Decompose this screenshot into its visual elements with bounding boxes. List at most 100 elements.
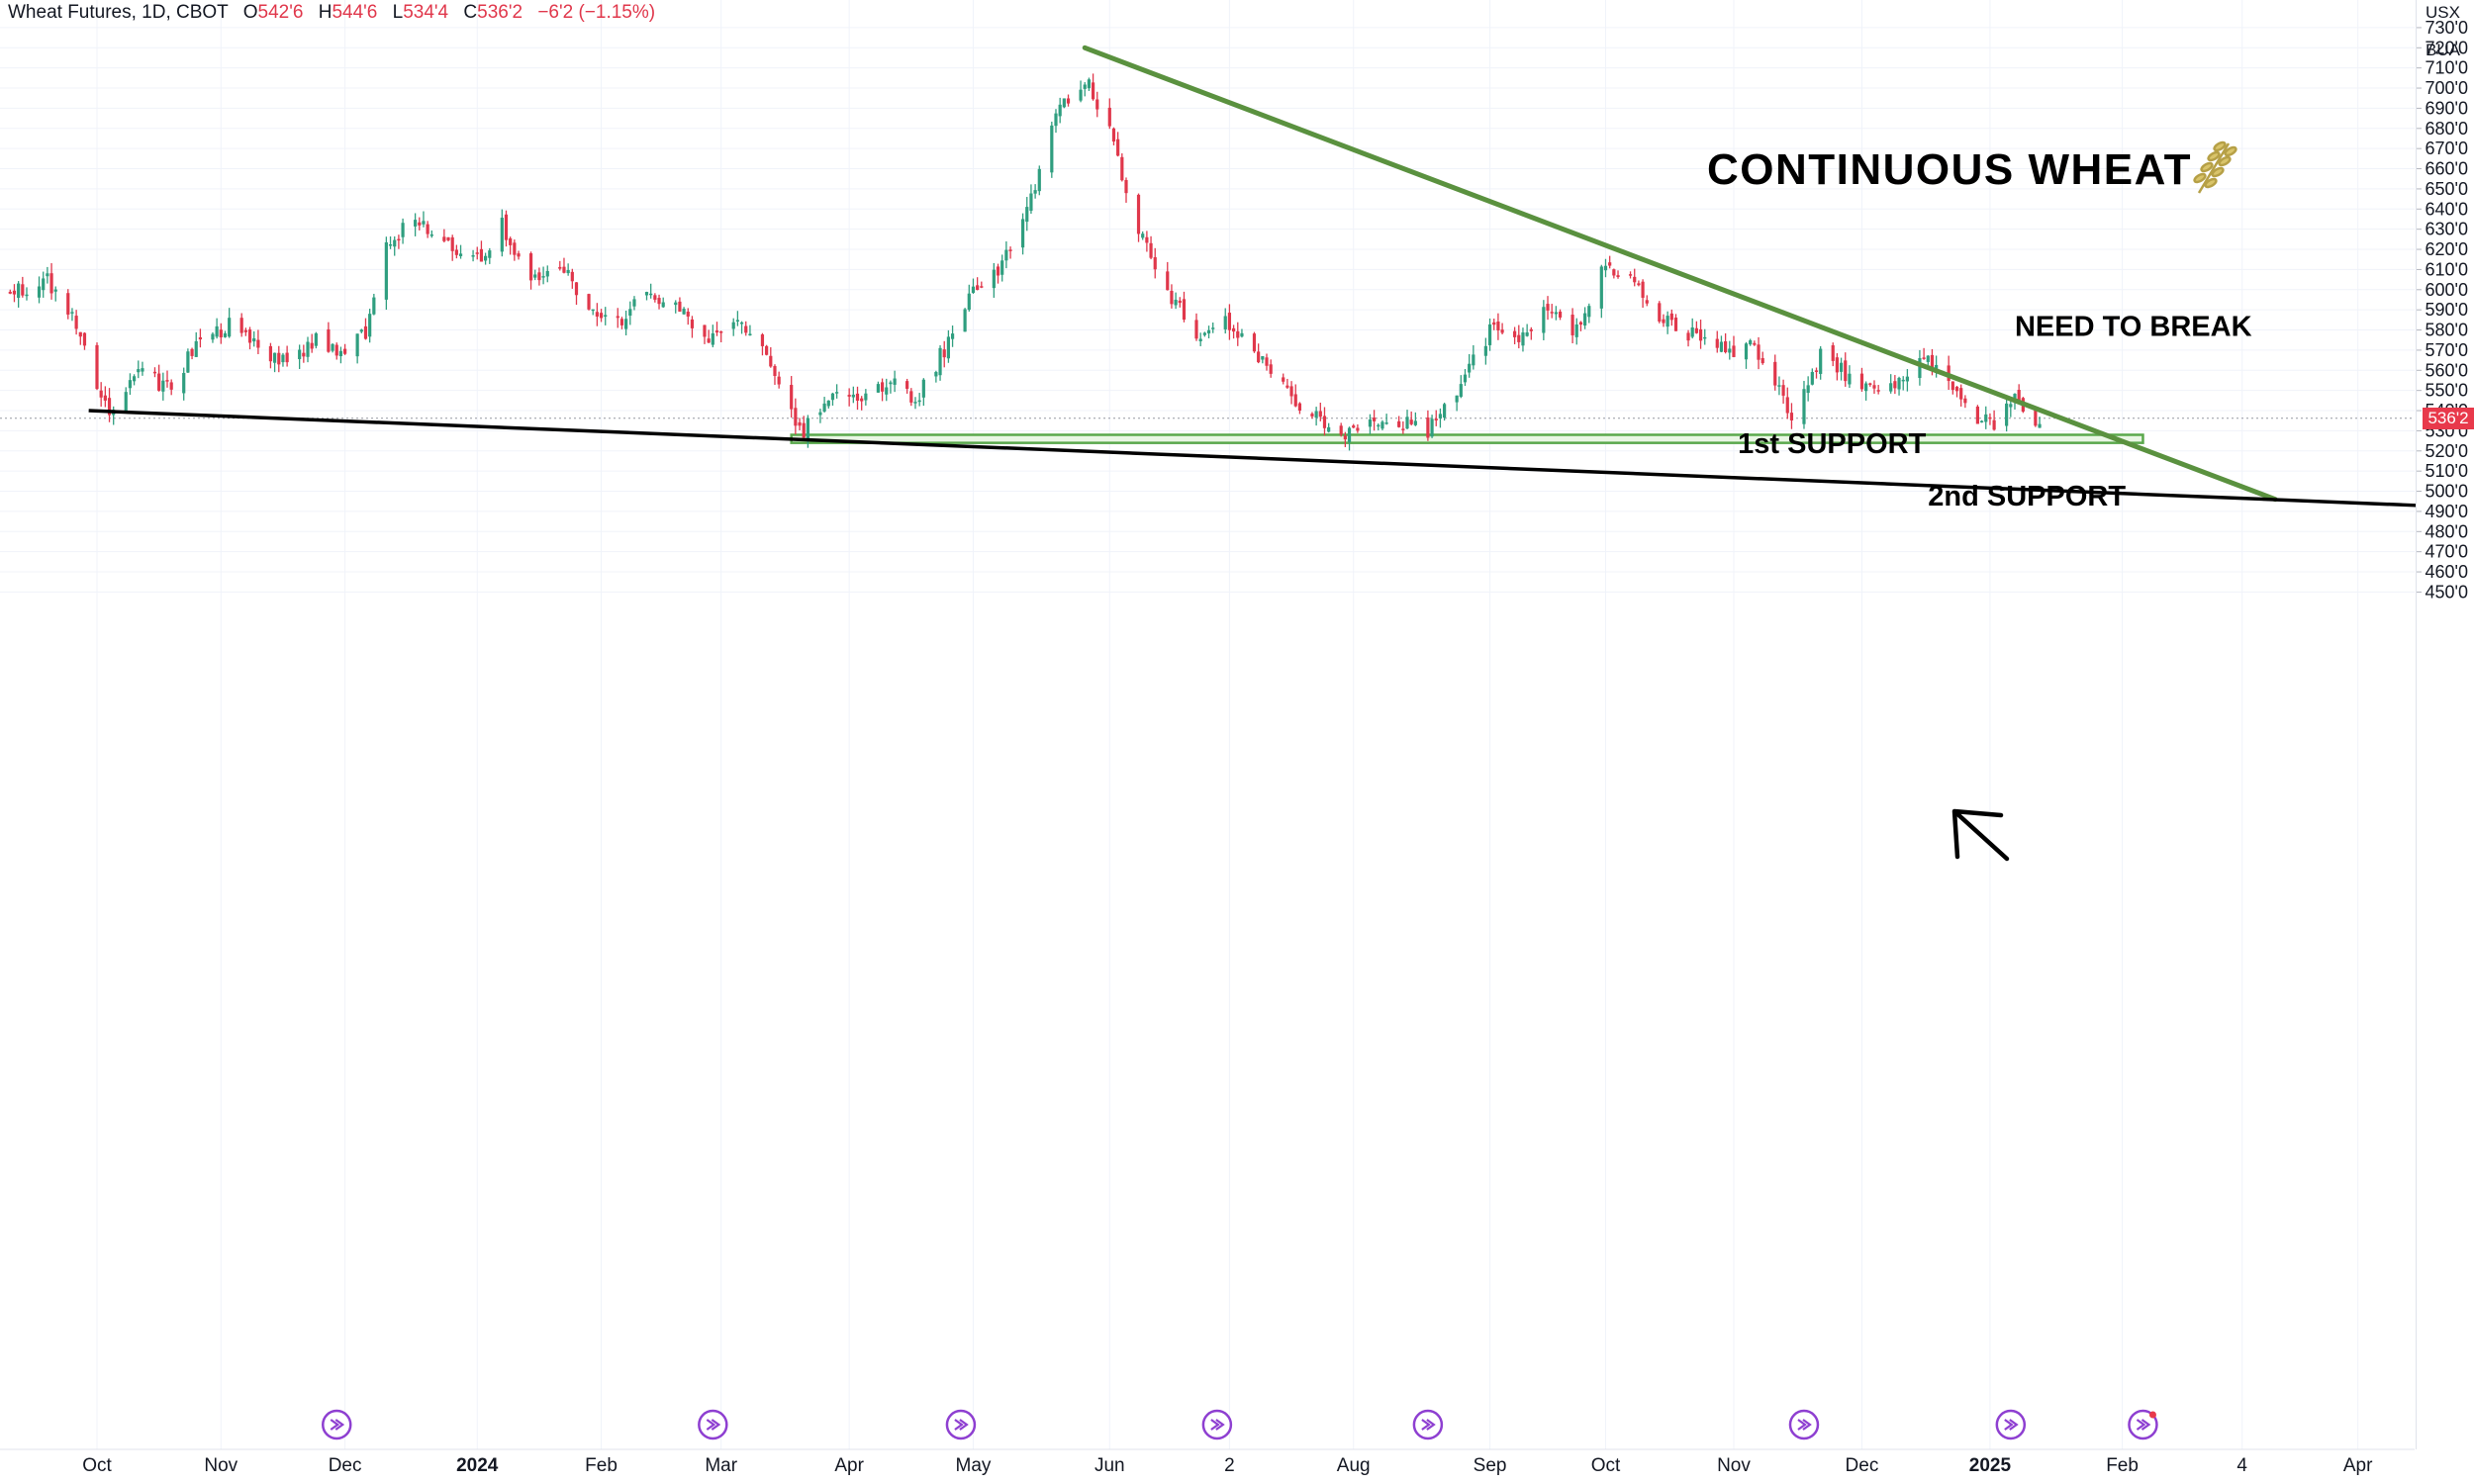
candle-body (327, 328, 331, 352)
candle-body (1554, 312, 1558, 315)
candle-body (1020, 219, 1025, 248)
candle-body (1859, 373, 1864, 390)
candle-body (1988, 417, 1992, 419)
event-marker-icon[interactable] (1412, 1409, 1444, 1440)
candle-body (1401, 428, 1405, 430)
candle-body (53, 289, 57, 292)
candle-body (1513, 330, 1517, 337)
candle-body (1608, 262, 1612, 266)
candle-body (1744, 343, 1749, 360)
candle-body (1483, 345, 1487, 356)
candle-body (649, 293, 653, 296)
candle-body (1777, 385, 1781, 387)
chart-title: CONTINUOUS WHEAT (1707, 145, 2192, 194)
candle-body (1951, 381, 1954, 391)
candle-body (1525, 332, 1529, 336)
candle-body (1658, 303, 1662, 322)
candle-body (1954, 386, 1959, 392)
candle-body (963, 309, 967, 332)
candle-body (1542, 307, 1546, 333)
candle-body (1343, 435, 1347, 440)
time-tick-label: Dec (329, 1455, 362, 1476)
candle-body (1269, 364, 1273, 374)
candle-body (182, 372, 186, 394)
candle-body (1570, 315, 1574, 335)
candle-body (359, 329, 363, 332)
candle-body (864, 393, 868, 401)
candle-body (331, 343, 334, 351)
candle-body (1261, 356, 1265, 360)
time-tick-label: Oct (82, 1455, 112, 1476)
measure-unit[interactable]: BUA (2426, 41, 2460, 59)
candle-body (401, 223, 405, 237)
candle-body (1844, 360, 1848, 382)
price-axis[interactable]: 450'0460'0470'0480'0490'0500'0510'0520'0… (2416, 18, 2468, 603)
candle-body (252, 338, 256, 342)
candle-body (475, 252, 479, 254)
candle-body (1037, 168, 1041, 192)
event-marker-glyph (2004, 1419, 2019, 1431)
event-marker-icon[interactable] (1995, 1409, 2027, 1440)
candle-body (12, 290, 17, 295)
candle-body (1265, 357, 1269, 366)
event-marker-icon[interactable] (1201, 1409, 1233, 1440)
candle-body (1785, 397, 1789, 414)
price-tick-label: 590'0 (2426, 300, 2468, 320)
wheat-grain (2200, 161, 2214, 173)
candle-body (847, 395, 851, 397)
candle-body (739, 322, 744, 325)
price-tick-label: 450'0 (2426, 582, 2468, 602)
candle-body (157, 373, 161, 391)
price-tick-label: 730'0 (2426, 18, 2468, 38)
candle-body (1806, 385, 1810, 394)
candle-body (913, 402, 917, 404)
price-tick-label: 510'0 (2426, 461, 2468, 481)
candle-body (363, 325, 368, 339)
candle-body (707, 338, 711, 343)
candle-body (1079, 89, 1083, 101)
candle-body (748, 333, 752, 336)
price-tick-label: 550'0 (2426, 381, 2468, 401)
candle-body (509, 237, 513, 245)
candle-body (186, 351, 190, 373)
candle-body (422, 221, 426, 225)
candle-body (661, 302, 665, 308)
time-tick-label: 2024 (456, 1455, 499, 1476)
candle-body (798, 421, 802, 426)
candle-body (458, 253, 463, 256)
candle-body (1496, 321, 1500, 330)
candle-body (950, 333, 955, 339)
candle-body (397, 238, 401, 241)
candle-body (343, 348, 347, 354)
event-markers[interactable] (321, 1409, 2158, 1440)
event-marker-icon[interactable] (321, 1409, 352, 1440)
time-axis[interactable]: Oct Nov Dec 2024 Feb Mar Apr May Jun 2 Aug Sep Oct No… (0, 1448, 2415, 1476)
candle-body (1368, 419, 1373, 427)
candle-body (137, 369, 141, 373)
candle-body (686, 311, 690, 317)
candle-body (1835, 357, 1839, 373)
candle-body (1377, 424, 1380, 427)
time-tick-label: Nov (1717, 1455, 1751, 1476)
price-tick-label: 570'0 (2426, 340, 2468, 360)
event-marker-icon[interactable] (945, 1409, 977, 1440)
candle-body (1352, 425, 1356, 428)
candle-body (8, 291, 12, 294)
time-tick-label: 4 (2236, 1455, 2247, 1476)
candle-body (152, 371, 157, 374)
candle-body (1430, 418, 1434, 437)
candle-body (976, 285, 980, 291)
candle-body (1587, 306, 1591, 318)
event-marker-icon[interactable] (698, 1409, 728, 1440)
candle-body (1327, 426, 1331, 432)
candle-body (2013, 394, 2017, 402)
event-marker-icon[interactable] (1788, 1409, 1820, 1440)
candle-body (1616, 275, 1620, 278)
currency-unit[interactable]: USX (2426, 3, 2460, 22)
candle-body (591, 309, 595, 312)
candle-body (1373, 417, 1377, 421)
event-marker-glyph (330, 1419, 345, 1431)
dividend-event-icon[interactable] (2128, 1409, 2158, 1440)
